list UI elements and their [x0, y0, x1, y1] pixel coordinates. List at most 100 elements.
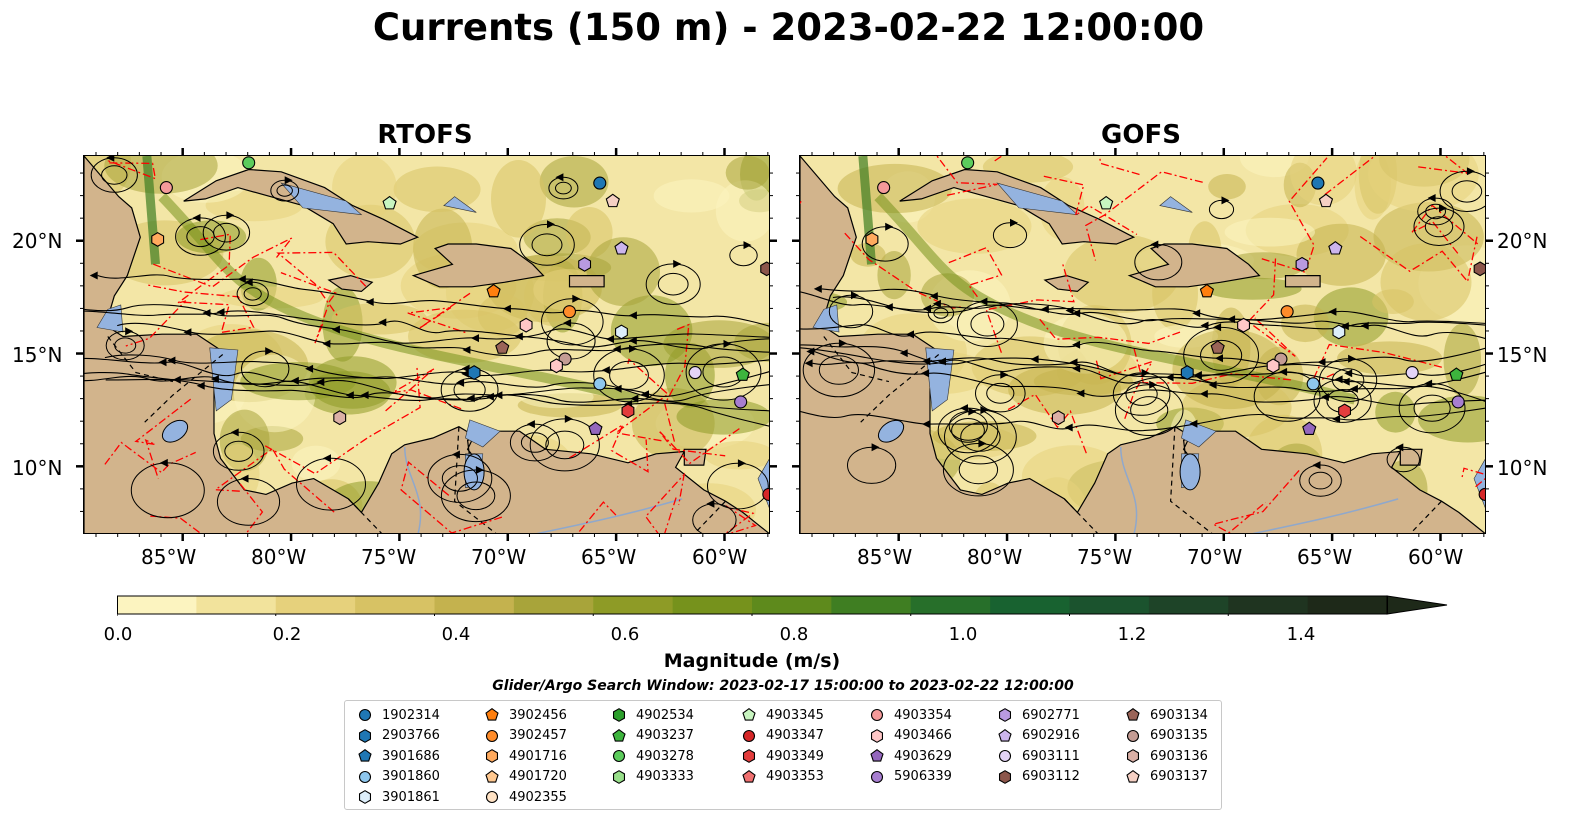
legend-label: 6903111: [1022, 748, 1080, 764]
circle-marker: [358, 770, 372, 783]
colorbar-segment: [593, 596, 674, 614]
legend-item-3901686: 3901686: [357, 746, 440, 766]
legend-label: 4901716: [509, 748, 567, 764]
circle-marker-icon: [1126, 729, 1140, 742]
legend-label: 4903347: [766, 728, 824, 743]
legend-item-6902771: 6902771: [997, 705, 1080, 725]
circle-marker: [485, 729, 499, 742]
lon-tick-label: 75°W: [361, 545, 417, 569]
float-3901860-marker: [1306, 377, 1320, 391]
lon-tick-label: 80°W: [251, 545, 307, 569]
circle-marker: [485, 790, 499, 804]
float-3902457-marker: [1280, 305, 1294, 319]
shallow-shelf: [996, 182, 1079, 216]
colorbar-tick-label: 0.6: [610, 624, 640, 645]
float-1902314-marker: [593, 176, 607, 190]
pentagon-marker: [485, 769, 499, 783]
colorbar-segment: [990, 596, 1071, 614]
circle-marker-icon: [485, 790, 499, 804]
circle-marker: [870, 708, 884, 722]
legend-label: 4903354: [894, 707, 952, 723]
float-4903237-marker: [1449, 367, 1464, 381]
float-2903766-marker: [467, 365, 481, 381]
float-4903349-marker: [621, 403, 635, 419]
lon-tick-label: 65°W: [581, 545, 637, 569]
hexagon-marker-icon: [358, 728, 372, 743]
colorbar-segment: [117, 596, 197, 614]
legend-item-6903112: 6903112: [997, 767, 1080, 787]
hexagon-marker-icon: [742, 749, 756, 763]
streamlines: [800, 167, 1485, 497]
float-6903136-marker: [333, 410, 347, 426]
landmass: [1284, 275, 1321, 288]
legend-item-3902457: 3902457: [484, 726, 567, 746]
colorbar-tick-label: 0.2: [272, 624, 302, 645]
float-4903466-marker: [1266, 358, 1280, 374]
legend-label: 6903112: [1022, 769, 1080, 784]
hexagon-marker: [358, 728, 372, 743]
float-6903111-marker: [1405, 366, 1419, 380]
legend-label: 4903353: [766, 769, 824, 784]
pentagon-marker-icon: [612, 728, 626, 742]
float-4903345-marker: [382, 195, 397, 210]
colorbar-label: Magnitude (m/s): [663, 650, 841, 672]
colorbar-segment: [752, 596, 832, 614]
landmass: [899, 168, 1136, 245]
lon-tick-label: 70°W: [1187, 545, 1243, 569]
float-4901716-marker: [151, 232, 165, 247]
hexagon-marker: [1126, 749, 1140, 763]
legend-label: 1902314: [382, 707, 440, 723]
hexagon-marker-icon: [485, 749, 499, 763]
legend-label: 4903345: [766, 707, 824, 723]
lat-tick-label: 20°N: [1497, 229, 1548, 253]
hexagon-marker: [870, 728, 884, 743]
pentagon-marker-icon: [742, 769, 756, 783]
shallow-shelf: [465, 419, 501, 448]
legend-label: 4903278: [636, 748, 694, 764]
circle-marker: [612, 749, 626, 763]
legend-label: 6903134: [1150, 707, 1208, 723]
legend-item-6903111: 6903111: [997, 746, 1080, 766]
lon-tick-label: 65°W: [1297, 545, 1353, 569]
lake: [161, 419, 189, 443]
gofs-panel-title: GOFS: [1101, 120, 1181, 150]
legend-label: 4901720: [509, 769, 567, 784]
lat-tick-label: 15°N: [12, 343, 63, 367]
pentagon-marker-icon: [742, 708, 756, 721]
legend-item-2903766: 2903766: [357, 726, 440, 746]
float-legend: 1902314 2903766 3901686 3901860 3901861 39024…: [344, 700, 1222, 810]
pentagon-marker: [358, 749, 372, 762]
legend-item-4903629: 4903629: [869, 746, 952, 766]
lat-tick-label: 10°N: [12, 456, 63, 480]
float-4903237-marker: [735, 367, 750, 381]
legend-label: 4903629: [894, 748, 952, 764]
legend-item-4903278: 4903278: [611, 746, 694, 766]
colorbar-tick-label: 1.0: [948, 624, 978, 645]
hexagon-marker: [742, 749, 756, 763]
colorbar-segment: [196, 596, 277, 614]
float-6902916-marker: [614, 241, 629, 255]
hexagon-marker-icon: [998, 708, 1012, 722]
legend-item-4901716: 4901716: [484, 746, 567, 766]
lon-tick-label: 60°W: [692, 545, 748, 569]
pentagon-marker: [870, 749, 884, 762]
float-5906339-marker: [1451, 395, 1465, 409]
colorbar-segment: [1148, 596, 1229, 614]
legend-item-4903237: 4903237: [611, 726, 694, 746]
hexagon-marker: [998, 769, 1012, 784]
shallow-shelf: [443, 196, 477, 213]
float-6903112-marker: [760, 261, 769, 277]
legend-label: 3901686: [382, 748, 440, 764]
pentagon-marker-icon: [358, 749, 372, 762]
colorbar-segment: [275, 596, 356, 614]
colorbar-segment: [831, 596, 912, 614]
pentagon-marker-icon: [485, 769, 499, 783]
legend-item-6903137: 6903137: [1125, 767, 1208, 787]
pentagon-marker-icon: [485, 708, 499, 721]
legend-item-4903347: 4903347: [741, 726, 824, 746]
legend-item-4903333: 4903333: [611, 767, 694, 787]
circle-marker-icon: [485, 729, 499, 742]
legend-label: 4902355: [509, 789, 567, 805]
float-4903354-marker: [877, 181, 891, 195]
legend-item-3902456: 3902456: [484, 705, 567, 725]
